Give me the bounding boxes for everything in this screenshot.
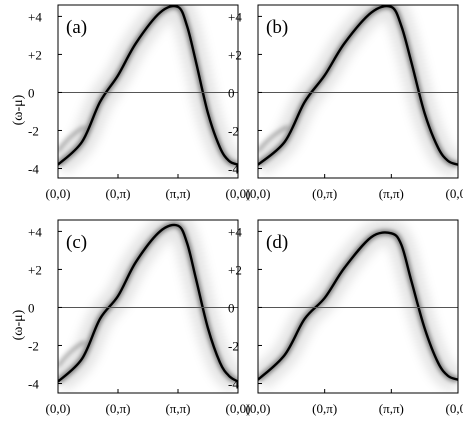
y-tick-label: -2	[228, 338, 239, 353]
plot-area	[58, 220, 238, 393]
panel-label: (d)	[266, 232, 288, 253]
y-tick-label: +2	[28, 262, 42, 277]
panel-b: +4 +2 0 -2 -4 (0,0) (0,π) (π,π) (0,0) (b)	[228, 4, 463, 201]
y-tick-label: +2	[28, 47, 42, 62]
y-tick-label: +4	[228, 224, 242, 239]
y-tick-label: -2	[228, 123, 239, 138]
y-tick-label: 0	[228, 85, 235, 100]
secondary-band	[258, 125, 289, 153]
panel-frame	[257, 219, 459, 394]
y-tick-label: -4	[28, 376, 39, 391]
panel-label: (b)	[266, 17, 288, 38]
x-tick-label: (0,π)	[106, 401, 131, 416]
secondary-band	[58, 125, 86, 153]
y-tick-label: +2	[228, 47, 242, 62]
panel-label: (c)	[66, 232, 87, 253]
secondary-band	[58, 340, 86, 368]
x-tick-label: (π,π)	[379, 401, 404, 416]
plot-area	[258, 220, 458, 393]
dispersion-curve	[58, 5, 238, 166]
y-tick-label: 0	[228, 300, 235, 315]
x-tick-label: (0,0)	[226, 186, 251, 201]
x-tick-label: (π,π)	[379, 186, 404, 201]
y-axis-label-top: (ω-μ)	[11, 94, 26, 125]
y-tick-label: -4	[28, 161, 39, 176]
x-tick-label: (π,π)	[165, 401, 190, 416]
y-tick-label: -2	[28, 123, 39, 138]
panel-frame	[57, 219, 239, 394]
x-tick-label: (0,0)	[46, 401, 71, 416]
x-tick-label: (π,π)	[165, 186, 190, 201]
x-tick-label: (0,0)	[226, 401, 251, 416]
x-tick-label: (0,0)	[246, 401, 271, 416]
dispersion-curve	[258, 231, 458, 381]
panel-frame	[257, 4, 459, 179]
panel-label: (a)	[66, 17, 87, 38]
x-tick-label: (0,π)	[106, 186, 131, 201]
plot-area	[258, 5, 458, 178]
dispersion-curve	[258, 5, 458, 166]
plot-area	[58, 5, 238, 178]
y-tick-label: +4	[228, 9, 242, 24]
x-tick-label: (0,π)	[312, 401, 337, 416]
y-tick-label: -4	[228, 161, 239, 176]
x-tick-label: (0,π)	[312, 186, 337, 201]
y-tick-label: -4	[228, 376, 239, 391]
y-tick-label: +4	[28, 9, 42, 24]
panel-c: +4 +2 0 -2 -4 (0,0) (0,π) (π,π) (0,0) (c)	[28, 219, 251, 416]
panel-a: +4 +2 0 -2 -4 (0,0) (0,π) (π,π) (0,0) (a)	[28, 4, 251, 201]
panel-frame	[57, 4, 239, 179]
y-tick-label: +2	[228, 262, 242, 277]
y-tick-label: 0	[28, 85, 35, 100]
panel-d: +4 +2 0 -2 -4 (0,0) (0,π) (π,π) (0,0) (d)	[228, 219, 463, 416]
y-tick-label: 0	[28, 300, 35, 315]
x-tick-label: (0,0)	[446, 401, 463, 416]
y-tick-label: +4	[28, 224, 42, 239]
x-tick-label: (0,0)	[46, 186, 71, 201]
x-tick-label: (0,0)	[446, 186, 463, 201]
y-axis-label-bottom: (ω-μ)	[11, 309, 26, 340]
x-tick-label: (0,0)	[246, 186, 271, 201]
y-tick-label: -2	[28, 338, 39, 353]
dispersion-curve	[58, 223, 238, 383]
